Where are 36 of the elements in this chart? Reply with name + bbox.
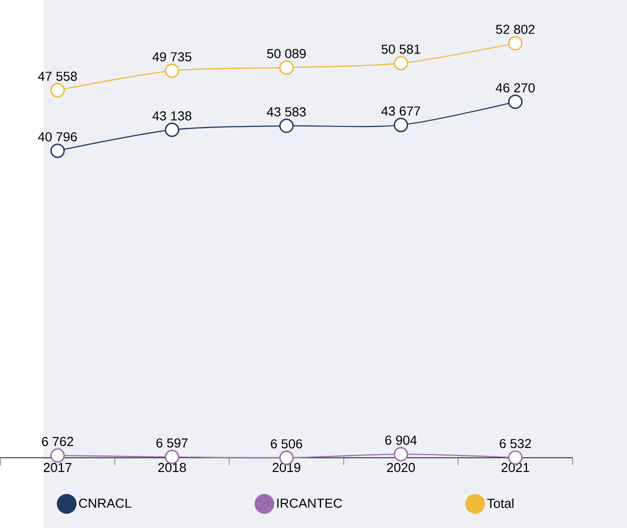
data-label: 6 904	[385, 435, 417, 445]
data-label: 52 802	[496, 24, 535, 34]
x-tick-label: 2020	[387, 462, 415, 472]
data-label: 47 558	[38, 71, 77, 81]
point	[279, 118, 294, 133]
data-label: 6 762	[42, 436, 74, 446]
point	[508, 94, 523, 109]
point	[50, 448, 65, 462]
x-tick-label: 2019	[272, 462, 300, 472]
point	[394, 118, 408, 132]
point	[164, 449, 180, 464]
data-label: 50 581	[382, 44, 420, 54]
data-label: 6 506	[270, 438, 302, 448]
point	[394, 446, 408, 462]
data-label: 49 735	[152, 52, 192, 62]
point	[50, 82, 65, 98]
data-label: 6 532	[500, 438, 531, 448]
data-label: 43 138	[152, 111, 192, 120]
x-tick-label: 2017	[44, 462, 72, 472]
point	[50, 143, 65, 158]
point	[394, 56, 408, 70]
data-label: 46 270	[496, 82, 535, 92]
x-tick-label: 2018	[158, 462, 186, 472]
point	[164, 63, 180, 78]
data-label: 43 583	[266, 107, 306, 116]
data-label: 40 796	[38, 132, 77, 142]
x-tick-label: 2021	[502, 462, 530, 472]
data-label: 43 677	[381, 106, 420, 116]
point	[279, 60, 294, 75]
data-label: 50 089	[267, 48, 306, 58]
point	[508, 36, 523, 50]
legend-label: IRCANTEC	[277, 498, 342, 508]
legend-label: Total	[487, 498, 514, 508]
point	[164, 122, 180, 137]
legend-label: CNRACL	[79, 498, 132, 508]
data-label: 6 597	[156, 438, 188, 448]
